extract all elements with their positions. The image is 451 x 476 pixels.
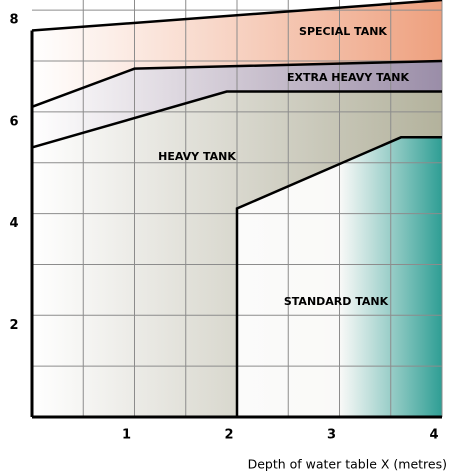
y-tick-label: 2	[9, 318, 18, 333]
x-tick-label: 3	[327, 428, 336, 443]
boundary-line	[31, 0, 443, 32]
region-label: EXTRA HEAVY TANK	[287, 71, 409, 84]
region-label: SPECIAL TANK	[299, 25, 387, 38]
y-tick-label: 4	[9, 216, 18, 231]
x-tick-label: 4	[429, 428, 438, 443]
boundary-line	[31, 59, 443, 108]
x-tick-label: 1	[122, 428, 131, 443]
region-label: HEAVY TANK	[158, 150, 236, 163]
y-tick-label: 8	[9, 13, 18, 28]
region-label: STANDARD TANK	[284, 295, 389, 308]
y-tick-label: 6	[9, 114, 18, 129]
x-tick-label: 2	[224, 428, 233, 443]
x-axis-label: Depth of water table X (metres)	[248, 457, 447, 472]
boundary-line	[235, 136, 442, 417]
boundary-line	[31, 90, 442, 149]
